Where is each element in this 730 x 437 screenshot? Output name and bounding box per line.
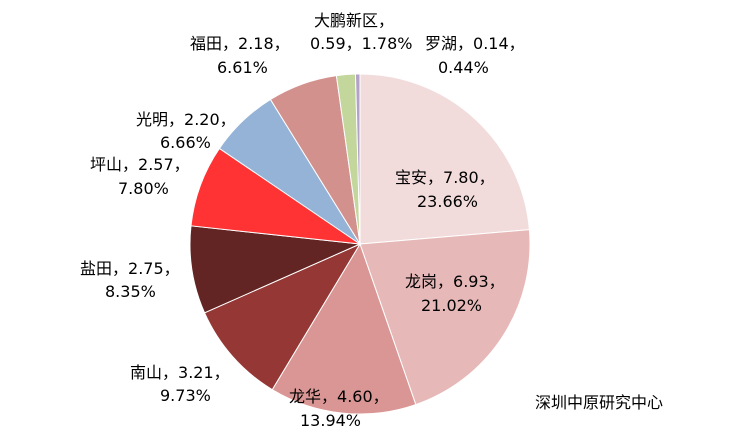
slice-value: 7.80 — [443, 168, 479, 187]
slice-value: 2.75 — [128, 259, 164, 278]
pie-slice-nanshan — [203, 242, 362, 391]
data-label-futian-line2: 6.61% — [217, 58, 268, 77]
slice-value: 4.60 — [337, 387, 373, 406]
slice-name: 大鹏新区 — [314, 11, 378, 30]
data-label-dapeng-line2: 0.59，1.78% — [310, 34, 412, 53]
data-label-yantian-line1: 盐田，2.75， — [80, 259, 180, 278]
slice-value: 2.18 — [238, 34, 274, 53]
slice-name: 福田 — [190, 34, 222, 53]
data-label-luohu-line1: 罗湖，0.14， — [425, 34, 525, 53]
slice-name: 龙岗 — [405, 272, 437, 291]
data-label-baoan-line1: 宝安，7.80， — [395, 168, 495, 187]
data-label-guangming-line1: 光明，2.20， — [136, 110, 236, 129]
source-note: 深圳中原研究中心 — [535, 393, 664, 412]
data-label-longhua-line1: 龙华，4.60， — [289, 387, 389, 406]
slice-value: 2.57 — [138, 155, 174, 174]
slice-value: 2.20 — [184, 110, 220, 129]
slice-percent: 23.66% — [417, 192, 478, 211]
pie-slice-yantian — [189, 225, 362, 314]
data-label-longhua-line2: 13.94% — [300, 411, 361, 430]
pie-data-labels: 宝安，7.80， 23.66% 龙岗，6.93， 21.02% 龙华，4.60， 13.9… — [80, 11, 525, 430]
slice-name: 坪山 — [90, 155, 122, 174]
slice-percent: 0.44% — [438, 58, 489, 77]
data-label-nanshan-line1: 南山，3.21， — [130, 363, 230, 382]
slice-percent: 6.61% — [217, 58, 268, 77]
pie-slice-baoan — [359, 73, 530, 245]
data-label-longgang-line2: 21.02% — [421, 296, 482, 315]
data-label-longgang-line1: 龙岗，6.93， — [405, 272, 505, 291]
slice-name: 龙华 — [289, 387, 321, 406]
slice-name: 南山 — [130, 363, 162, 382]
slice-percent: 13.94% — [300, 411, 361, 430]
slice-value: 0.59 — [310, 34, 346, 53]
slice-percent: 8.35% — [105, 282, 156, 301]
data-label-pingshan-line2: 7.80% — [118, 179, 169, 198]
slice-percent: 7.80% — [118, 179, 169, 198]
slice-name: 罗湖 — [425, 34, 457, 53]
data-label-yantian-line2: 8.35% — [105, 282, 156, 301]
data-label-nanshan-line2: 9.73% — [160, 386, 211, 405]
pie-slices — [189, 73, 531, 415]
slice-value: 3.21 — [178, 363, 214, 382]
data-label-pingshan-line1: 坪山，2.57， — [90, 155, 190, 174]
slice-name: 盐田 — [80, 259, 112, 278]
data-label-guangming-line2: 6.66% — [160, 133, 211, 152]
data-label-futian-line1: 福田，2.18， — [190, 34, 290, 53]
pie-slice-longhua — [271, 242, 417, 415]
slice-percent: 1.78% — [362, 34, 413, 53]
data-label-dapeng-line1: 大鹏新区， — [314, 11, 394, 30]
data-label-luohu-line2: 0.44% — [438, 58, 489, 77]
slice-name: 光明 — [136, 110, 168, 129]
slice-percent: 6.66% — [160, 133, 211, 152]
pie-slice-longgang — [359, 229, 531, 406]
slice-name: 宝安 — [395, 168, 427, 187]
slice-percent: 21.02% — [421, 296, 482, 315]
pie-slice-luohu — [354, 73, 361, 245]
data-label-baoan-line2: 23.66% — [417, 192, 478, 211]
slice-value: 0.14 — [473, 34, 509, 53]
slice-percent: 9.73% — [160, 386, 211, 405]
slice-value: 6.93 — [453, 272, 489, 291]
